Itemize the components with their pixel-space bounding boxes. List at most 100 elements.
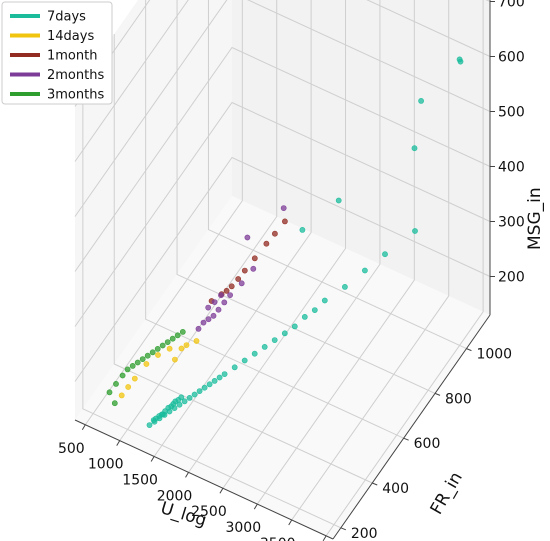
data-point <box>252 351 257 356</box>
z-tick-label: 500 <box>498 105 525 121</box>
data-point <box>202 385 207 390</box>
data-point <box>201 320 206 325</box>
y-tick-label: 400 <box>382 481 409 497</box>
data-point <box>458 59 463 64</box>
data-point <box>300 227 305 232</box>
x-tick-mark <box>117 441 120 446</box>
y-tick-label: 1000 <box>476 347 512 363</box>
data-point <box>107 390 112 395</box>
y-tick-mark <box>341 528 346 530</box>
data-point <box>112 401 117 406</box>
data-point <box>217 375 222 380</box>
legend-label: 14days <box>47 29 94 44</box>
data-point <box>252 256 257 261</box>
y-axis-label: FR_in <box>427 469 467 518</box>
data-point <box>126 384 131 389</box>
x-tick-mark <box>323 536 326 541</box>
data-point <box>187 395 192 400</box>
z-tick-label: 700 <box>498 0 525 11</box>
data-point <box>212 378 217 383</box>
x-tick-label: 3500 <box>260 536 296 541</box>
data-point <box>419 98 424 103</box>
data-point <box>144 361 149 366</box>
legend-label: 1month <box>47 49 97 64</box>
data-point <box>212 300 217 305</box>
data-point <box>302 314 307 319</box>
y-tick-mark <box>404 438 409 440</box>
data-point <box>135 360 140 365</box>
data-point <box>155 346 160 351</box>
y-tick-label: 200 <box>351 526 378 541</box>
x-tick-mark <box>220 488 223 493</box>
data-point <box>179 395 184 400</box>
data-point <box>228 293 233 298</box>
data-point <box>172 357 177 362</box>
data-point <box>272 231 277 236</box>
data-point <box>222 372 227 377</box>
z-tick-label: 600 <box>498 50 525 66</box>
data-point <box>113 381 118 386</box>
data-point <box>216 307 221 312</box>
data-point <box>175 333 180 338</box>
data-point <box>236 276 241 281</box>
data-point <box>132 376 137 381</box>
data-point <box>382 252 387 257</box>
x-tick-mark <box>289 520 292 525</box>
data-point <box>312 308 317 313</box>
data-point <box>194 338 199 343</box>
data-point <box>224 288 229 293</box>
legend-label: 7days <box>47 10 86 25</box>
data-point <box>412 146 417 151</box>
data-point <box>251 266 256 271</box>
y-tick-mark <box>466 349 471 351</box>
data-point <box>130 363 135 368</box>
data-point <box>119 393 124 398</box>
data-point <box>179 346 184 351</box>
z-tick-label: 300 <box>498 215 525 231</box>
data-point <box>196 326 201 331</box>
data-point <box>207 382 212 387</box>
data-point <box>218 293 223 298</box>
y-tick-label: 600 <box>414 436 441 452</box>
x-tick-label: 500 <box>58 441 85 457</box>
z-tick-label: 400 <box>498 160 525 176</box>
data-point <box>170 336 175 341</box>
data-point <box>211 313 216 318</box>
data-point <box>232 365 237 370</box>
data-point <box>192 392 197 397</box>
data-point <box>140 357 145 362</box>
data-point <box>147 423 152 428</box>
y-tick-mark <box>435 393 440 395</box>
data-point <box>167 346 172 351</box>
data-point <box>125 367 130 372</box>
data-point <box>239 281 244 286</box>
axis-panes <box>75 0 490 539</box>
data-point <box>180 329 185 334</box>
y-tick-label: 800 <box>445 391 472 407</box>
z-tick-label: 200 <box>498 270 525 286</box>
data-point <box>145 353 150 358</box>
x-tick-label: 1000 <box>88 457 124 473</box>
data-point <box>160 343 165 348</box>
x-tick-label: 3000 <box>225 520 261 536</box>
x-tick-mark <box>151 456 154 461</box>
data-point <box>282 331 287 336</box>
z-axis-label: MSG_in <box>525 187 545 250</box>
data-point <box>165 340 170 345</box>
data-point <box>155 352 160 357</box>
data-point <box>184 343 189 348</box>
data-point <box>245 235 250 240</box>
data-point <box>242 268 247 273</box>
x-tick-label: 1500 <box>122 472 158 488</box>
x-tick-mark <box>82 425 85 430</box>
data-point <box>262 344 267 349</box>
x-tick-mark <box>186 472 189 477</box>
data-point <box>264 241 269 246</box>
data-point <box>282 219 287 224</box>
data-point <box>206 317 211 322</box>
data-point <box>159 412 164 417</box>
data-point <box>362 268 367 273</box>
data-point <box>272 338 277 343</box>
data-point <box>222 300 227 305</box>
